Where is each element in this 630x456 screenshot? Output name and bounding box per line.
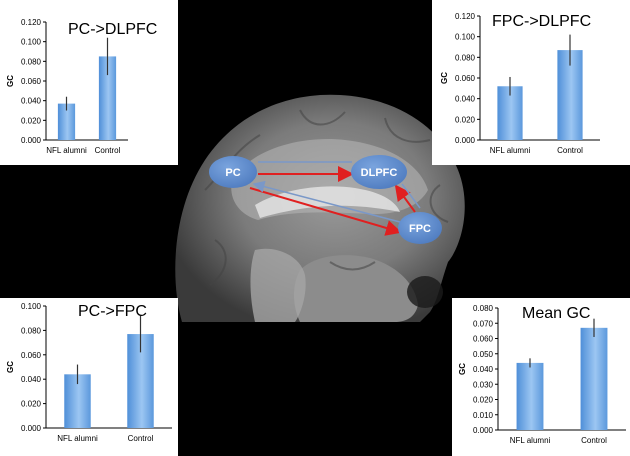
y-axis-label: GC [6,75,15,87]
chart-panel-mean-gc: 0.000 0.010 0.020 0.030 0.040 0.050 0.060 0.070… [452,298,630,456]
bar-nfl-alumni [57,103,76,140]
y-tick-label: 0.040 [455,95,476,104]
y-tick-label: 0.060 [455,74,476,83]
y-tick-label: 0.010 [473,411,494,420]
chart-title: PC->DLPFC [68,21,157,38]
arrow-pc-to-fpc-red [249,187,402,236]
chart-title: Mean GC [522,305,590,322]
y-tick-label: 0.100 [455,33,476,42]
gyri-6 [329,261,376,271]
node-dlpfc-label: DLPFC [361,167,398,179]
y-axis-label: GC [6,361,15,373]
node-fpc-label: FPC [409,223,431,235]
chart-background [0,0,178,165]
node-fpc: FPC [398,212,442,244]
chart-panel-pc-fpc: 0.000 0.020 0.040 0.060 0.080 0.100 GC NFL alum… [0,298,178,456]
y-tick-label: 0.000 [21,424,42,433]
y-tick-label: 0.030 [473,380,494,389]
x-tick-label-nfl-alumni: NFL alumni [57,434,98,443]
y-tick-label: 0.060 [21,351,42,360]
x-tick-label-control: Control [128,434,154,443]
y-tick-label: 0.070 [473,319,494,328]
y-tick-label: 0.060 [473,335,494,344]
chart-title: FPC->DLPFC [492,13,591,30]
y-tick-label: 0.120 [21,18,42,27]
x-tick-label-nfl-alumni: NFL alumni [490,146,531,155]
y-tick-label: 0.100 [21,302,42,311]
y-tick-label: 0.000 [21,136,42,145]
y-axis-label: GC [458,363,467,375]
y-tick-label: 0.060 [21,77,42,86]
y-tick-label: 0.120 [455,12,476,21]
arrow-fpc-to-dlpfc-red [394,184,416,213]
y-tick-label: 0.040 [21,375,42,384]
gyri-5 [209,239,227,286]
brainstem [250,248,306,322]
x-tick-label-nfl-alumni: NFL alumni [46,146,87,155]
chart-background [432,0,630,165]
node-dlpfc: DLPFC [351,155,407,189]
y-tick-label: 0.100 [21,38,42,47]
chart-panel-pc-dlpfc: 0.000 0.020 0.040 0.060 0.080 0.100 0.120 GC NFL… [0,0,178,165]
x-tick-label-control: Control [95,146,121,155]
y-tick-label: 0.080 [21,57,42,66]
y-tick-label: 0.020 [21,400,42,409]
y-tick-label: 0.050 [473,350,494,359]
eye-orbit [407,276,443,308]
gyri-4 [429,184,449,223]
gyri-3 [384,117,431,143]
y-tick-label: 0.020 [21,116,42,125]
y-tick-label: 0.000 [455,136,476,145]
chart-title: PC->FPC [78,303,147,320]
x-tick-label-nfl-alumni: NFL alumni [510,436,551,445]
gyri-2 [299,109,346,126]
connectivity-arrows [249,161,421,236]
chart-panel-fpc-dlpfc: 0.000 0.020 0.040 0.060 0.080 0.100 0.120 GC NFL… [432,0,630,165]
bar-control [98,56,117,140]
y-tick-label: 0.000 [473,426,494,435]
bar-control [580,327,608,430]
arrow-fpc-to-pc-blue [252,180,401,223]
y-tick-label: 0.040 [21,97,42,106]
y-axis-label: GC [440,72,449,84]
y-tick-label: 0.020 [455,115,476,124]
node-pc-label: PC [225,167,240,179]
x-tick-label-control: Control [581,436,607,445]
y-tick-label: 0.080 [21,326,42,335]
y-tick-label: 0.020 [473,396,494,405]
cerebellum [294,255,418,322]
y-tick-label: 0.080 [473,304,494,313]
node-pc: PC [209,156,257,188]
y-tick-label: 0.080 [455,53,476,62]
y-tick-label: 0.040 [473,365,494,374]
bar-nfl-alumni [516,362,544,430]
arrow-dlpfc-fpc-blue [401,183,421,209]
x-tick-label-control: Control [557,146,583,155]
